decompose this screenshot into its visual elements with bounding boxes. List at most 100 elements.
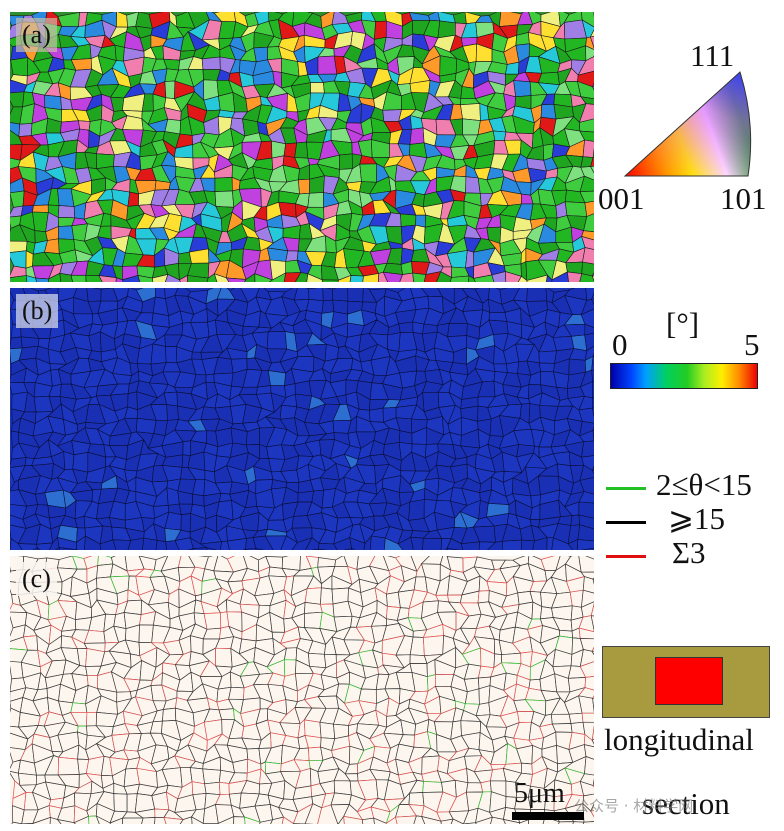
grain-cell xyxy=(398,321,414,333)
grain-cell xyxy=(591,738,594,745)
grain-cell xyxy=(308,652,327,669)
section-caption-line2: section xyxy=(642,786,730,821)
grain-cell xyxy=(220,540,230,550)
grain-cell xyxy=(581,235,594,250)
grain-cell xyxy=(59,272,73,282)
grain-cell xyxy=(592,697,594,713)
grain-cell xyxy=(17,772,37,786)
grain-cell xyxy=(137,275,154,282)
grain-cell xyxy=(540,103,557,120)
grain-cell xyxy=(310,82,325,94)
grain-cell xyxy=(412,321,425,335)
grain-cell xyxy=(280,535,298,550)
grain-cell xyxy=(122,275,141,282)
grain-cell xyxy=(383,537,404,550)
grain-cell xyxy=(578,491,594,504)
grain-cell xyxy=(191,351,203,360)
grain-cell xyxy=(304,602,323,614)
grain-cell xyxy=(591,298,594,305)
grain-cell xyxy=(397,536,414,550)
grain-cell xyxy=(440,818,454,824)
grain-cell xyxy=(142,537,158,550)
grain-cell xyxy=(583,733,594,748)
grain-cell xyxy=(165,273,181,282)
grain-cell xyxy=(582,576,594,594)
kam-grain-map xyxy=(10,288,594,550)
grain-cell xyxy=(577,80,594,100)
grain-cell xyxy=(217,816,235,824)
grain-cell xyxy=(214,176,233,193)
grain-cell xyxy=(506,361,520,374)
grain-cell xyxy=(57,12,80,27)
grain-cell xyxy=(292,802,314,824)
grain-cell xyxy=(568,712,584,724)
grain-cell xyxy=(577,539,594,550)
grain-cell xyxy=(36,542,54,550)
grain-cell xyxy=(95,815,111,824)
grain-cell xyxy=(166,404,179,421)
grain-cell xyxy=(589,29,594,38)
grain-cell xyxy=(581,230,594,241)
scale-bar xyxy=(512,812,584,820)
grain-cell xyxy=(382,271,404,282)
grain-cell xyxy=(579,429,594,442)
grain-cell xyxy=(138,624,154,644)
grain-cell xyxy=(115,277,124,282)
grain-cell xyxy=(304,611,323,629)
grain-cell xyxy=(253,46,268,63)
grain-cell xyxy=(592,147,594,158)
grain-cell xyxy=(127,191,140,207)
grain-cell xyxy=(252,535,274,550)
grain-cell xyxy=(10,538,23,550)
kam-scale-unit-label: [°] xyxy=(666,306,700,341)
grain-cell xyxy=(11,821,23,824)
grain-cell xyxy=(591,646,594,652)
grain-cell xyxy=(359,163,378,183)
grain-cell xyxy=(582,247,594,265)
grain-cell xyxy=(35,277,50,282)
grain-cell xyxy=(297,490,314,503)
grain-cell xyxy=(412,272,427,282)
section-highlight-icon xyxy=(655,657,723,705)
grain-cell xyxy=(462,822,477,824)
grain-cell xyxy=(579,130,594,142)
grain-cell xyxy=(449,275,470,282)
grain-cell xyxy=(399,272,414,282)
grain-cell xyxy=(218,781,230,796)
grain-cell xyxy=(462,118,481,136)
grain-cell xyxy=(63,451,75,471)
grain-cell xyxy=(337,815,345,824)
grain-cell xyxy=(308,288,324,302)
grain-cell xyxy=(592,469,594,474)
grain-cell xyxy=(339,153,353,170)
grain-cell xyxy=(579,649,594,668)
grain-cell xyxy=(564,201,588,217)
grain-cell xyxy=(450,818,464,824)
grain-cell xyxy=(76,535,86,550)
grain-cell xyxy=(294,380,312,397)
grain-cell xyxy=(584,675,594,691)
grain-cell xyxy=(319,721,336,740)
grain-cell xyxy=(400,213,417,227)
grain-cell xyxy=(422,537,443,550)
grain-cell xyxy=(591,275,594,282)
grain-cell xyxy=(579,175,594,193)
grain-cell xyxy=(410,536,424,550)
grain-cell xyxy=(269,272,287,282)
grain-cell xyxy=(413,295,430,310)
grain-cell xyxy=(480,780,492,793)
grain-cell xyxy=(532,537,548,550)
grain-cell xyxy=(465,176,481,194)
grain-cell xyxy=(591,356,594,371)
grain-cell xyxy=(135,417,157,434)
grain-cell xyxy=(436,271,452,282)
grain-cell xyxy=(579,661,594,678)
legend-line-sigma3 xyxy=(606,555,646,558)
grain-cell xyxy=(245,548,257,550)
grain-cell xyxy=(264,535,287,550)
panel-label-b: (b) xyxy=(16,294,59,328)
grain-cell xyxy=(163,817,184,824)
grain-cell xyxy=(304,803,323,824)
grain-cell xyxy=(422,781,444,793)
grain-cell xyxy=(493,363,508,373)
